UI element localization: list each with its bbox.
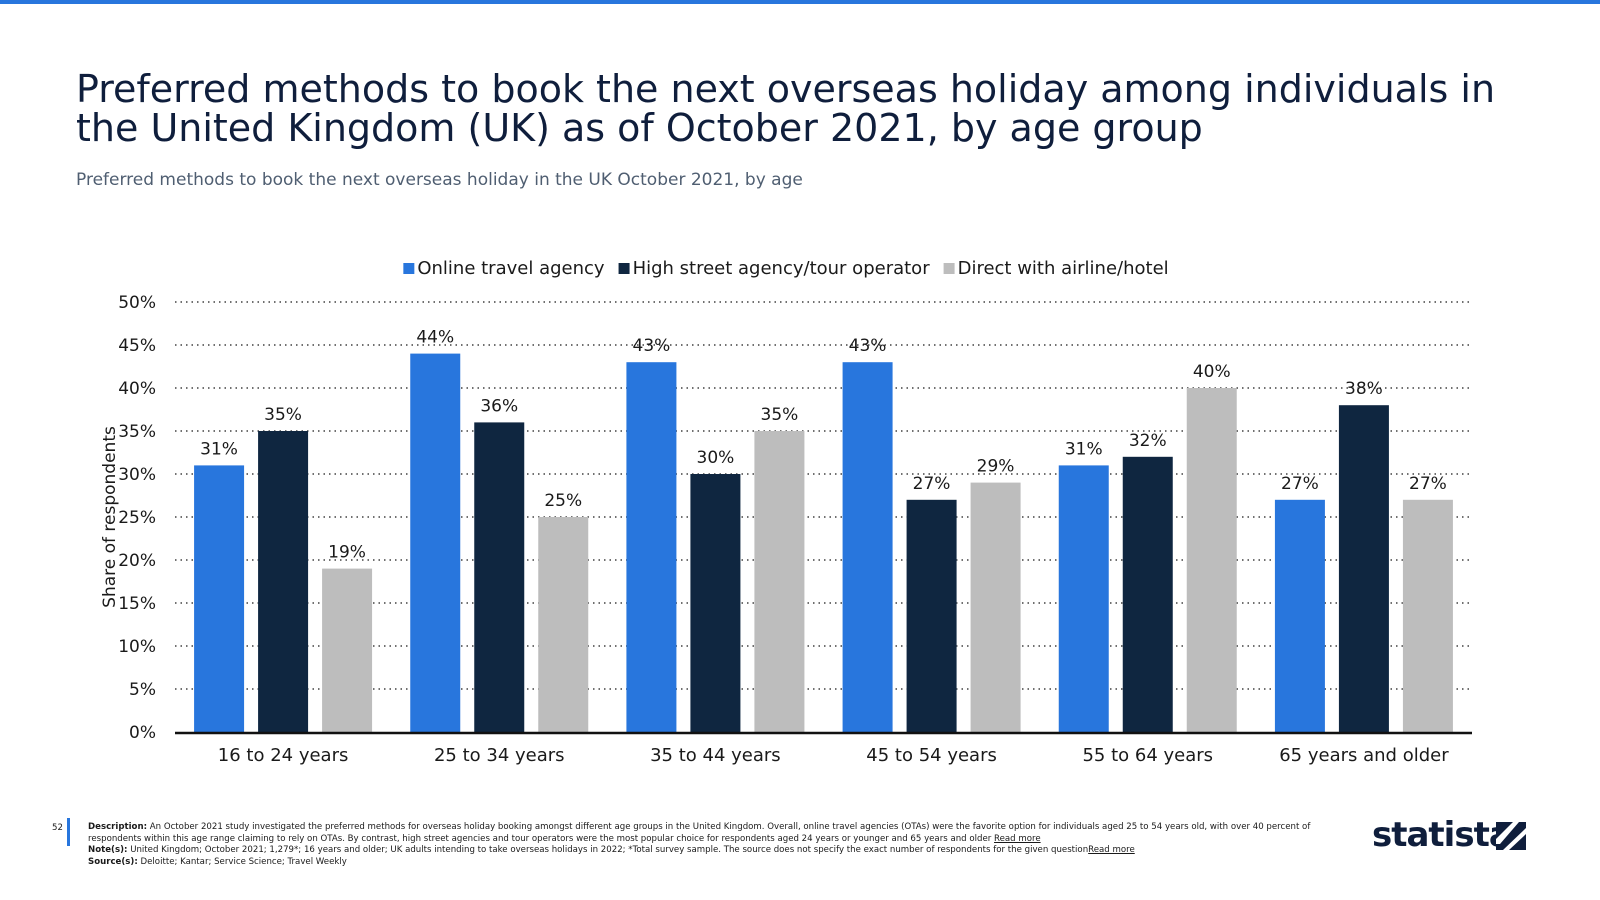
data-label: 31% [1065, 439, 1103, 459]
bar[interactable] [842, 362, 893, 732]
legend-label: Direct with airline/hotel [958, 258, 1169, 279]
data-label: 29% [977, 457, 1015, 477]
bar[interactable] [474, 422, 525, 732]
y-tick-label: 25% [118, 508, 156, 528]
description-label: Description: [88, 822, 148, 832]
data-label: 27% [913, 474, 951, 494]
notes-text: United Kingdom; October 2021; 1,279*; 16… [130, 845, 1089, 856]
legend-swatch [943, 263, 955, 274]
bar[interactable] [194, 465, 245, 732]
logo-text: statista [1372, 815, 1512, 855]
y-tick-label: 5% [129, 680, 156, 700]
bar[interactable] [1274, 499, 1325, 732]
x-tick-label: 25 to 34 years [434, 745, 565, 766]
data-label: 25% [544, 491, 582, 511]
statista-logo-mark-icon [1496, 822, 1526, 850]
bar[interactable] [906, 499, 957, 732]
legend-label: High street agency/tour operator [633, 258, 931, 279]
data-label: 44% [416, 328, 454, 348]
y-axis-label: Share of respondents [100, 426, 120, 608]
y-tick-label: 15% [118, 594, 156, 614]
description-text: An October 2021 study investigated the p… [88, 822, 1311, 844]
legend-item[interactable]: Online travel agency [403, 258, 605, 279]
bars [194, 353, 1453, 732]
bar[interactable] [1402, 499, 1453, 732]
y-tick-label: 30% [118, 465, 156, 485]
bar[interactable] [410, 353, 461, 732]
y-tick-label: 35% [118, 422, 156, 442]
top-accent-bar [0, 0, 1600, 4]
bar[interactable] [1338, 405, 1389, 732]
description-row: Description: An October 2021 study inves… [88, 822, 1328, 845]
notes-label: Note(s): [88, 845, 128, 856]
bar[interactable] [538, 517, 589, 732]
y-tick-label: 40% [118, 379, 156, 399]
data-labels: 31% 35% 19% 44% 36% 25% 43% 30% 35% 43% 27% 29% 31% 3… [200, 328, 1447, 563]
bar[interactable] [1122, 456, 1173, 732]
y-tick-label: 20% [118, 551, 156, 571]
chart-subtitle: Preferred methods to book the next overs… [76, 170, 803, 190]
bar[interactable] [970, 482, 1021, 732]
data-label: 40% [1193, 362, 1231, 382]
data-label: 36% [480, 396, 518, 416]
x-tick-label: 55 to 64 years [1082, 745, 1213, 766]
x-tick-label: 35 to 44 years [650, 745, 781, 766]
bar[interactable] [258, 431, 309, 732]
bar-chart: 0% 5% 10% 15% 20% 25% 30% 35% 40% 45% 50% 31% 35% 19… [100, 258, 1472, 766]
legend-item[interactable]: High street agency/tour operator [618, 258, 931, 279]
page-number: 52 [52, 823, 63, 833]
data-label: 43% [633, 336, 671, 356]
data-label: 31% [200, 439, 238, 459]
x-tick-label: 45 to 54 years [866, 745, 997, 766]
y-tick-label: 10% [118, 637, 156, 657]
data-label: 27% [1409, 474, 1447, 494]
data-label: 32% [1129, 431, 1167, 451]
y-tick-label: 45% [118, 336, 156, 356]
data-label: 27% [1281, 474, 1319, 494]
notes-read-more-link[interactable]: Read more [1088, 845, 1135, 856]
data-label: 43% [849, 336, 887, 356]
legend-swatch [403, 263, 415, 274]
data-label: 19% [328, 543, 366, 563]
legend-swatch [618, 263, 630, 274]
sources-label: Source(s): [88, 856, 138, 867]
data-label: 30% [697, 448, 735, 468]
data-label: 35% [761, 405, 799, 425]
bar[interactable] [1186, 388, 1237, 732]
bar[interactable] [754, 431, 805, 732]
page-number-bar [67, 818, 70, 846]
footer-notes: Description: An October 2021 study inves… [88, 822, 1328, 868]
y-tick-label: 0% [129, 723, 156, 743]
notes-row: Note(s): United Kingdom; October 2021; 1… [88, 845, 1328, 857]
bar[interactable] [322, 568, 373, 732]
legend-item[interactable]: Direct with airline/hotel [943, 258, 1169, 279]
x-axis-ticks: 16 to 24 years 25 to 34 years 35 to 44 yea… [218, 745, 1449, 766]
data-label: 38% [1345, 379, 1383, 399]
legend-label: Online travel agency [417, 258, 605, 279]
data-label: 35% [264, 405, 302, 425]
sources-row: Source(s): Deloitte; Kantar; Service Sci… [88, 857, 1328, 869]
bar[interactable] [1058, 465, 1109, 732]
description-read-more-link[interactable]: Read more [994, 833, 1041, 844]
x-tick-label: 65 years and older [1279, 745, 1449, 766]
y-axis-ticks: 0% 5% 10% 15% 20% 25% 30% 35% 40% 45% 50% [118, 293, 156, 743]
x-tick-label: 16 to 24 years [218, 745, 349, 766]
y-tick-label: 50% [118, 293, 156, 313]
bar[interactable] [690, 474, 741, 732]
sources-text: Deloitte; Kantar; Service Science; Trave… [140, 856, 347, 867]
legend: Online travel agency High street agency/t… [403, 258, 1169, 279]
bar[interactable] [626, 362, 677, 732]
statista-logo[interactable]: statista [1372, 816, 1532, 856]
chart-title: Preferred methods to book the next overs… [76, 67, 1496, 150]
